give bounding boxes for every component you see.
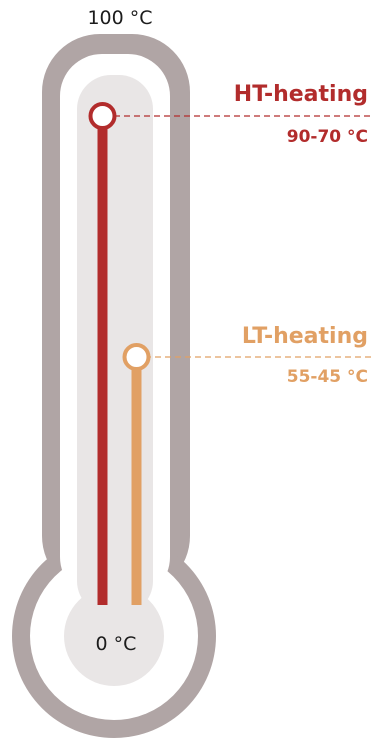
ht-heating-range: 90-70 °C xyxy=(286,127,368,147)
ht-heating-bar xyxy=(97,116,108,605)
max-scale-label: 100 °C xyxy=(87,7,153,29)
ht-heating-title: HT-heating xyxy=(233,82,368,107)
lt-heating-marker xyxy=(122,343,151,371)
lt-heating-title: LT-heating xyxy=(241,324,368,349)
min-scale-label: 0 °C xyxy=(95,633,137,655)
lt-heating-bar xyxy=(131,357,142,605)
inner-bulb xyxy=(64,586,164,686)
ht-heating-marker xyxy=(88,102,117,130)
lt-heating-range: 55-45 °C xyxy=(286,367,368,387)
